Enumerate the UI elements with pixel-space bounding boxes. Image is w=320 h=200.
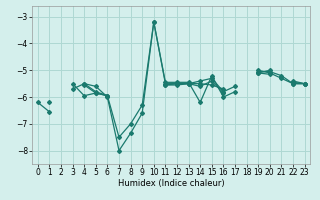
X-axis label: Humidex (Indice chaleur): Humidex (Indice chaleur) — [118, 179, 225, 188]
